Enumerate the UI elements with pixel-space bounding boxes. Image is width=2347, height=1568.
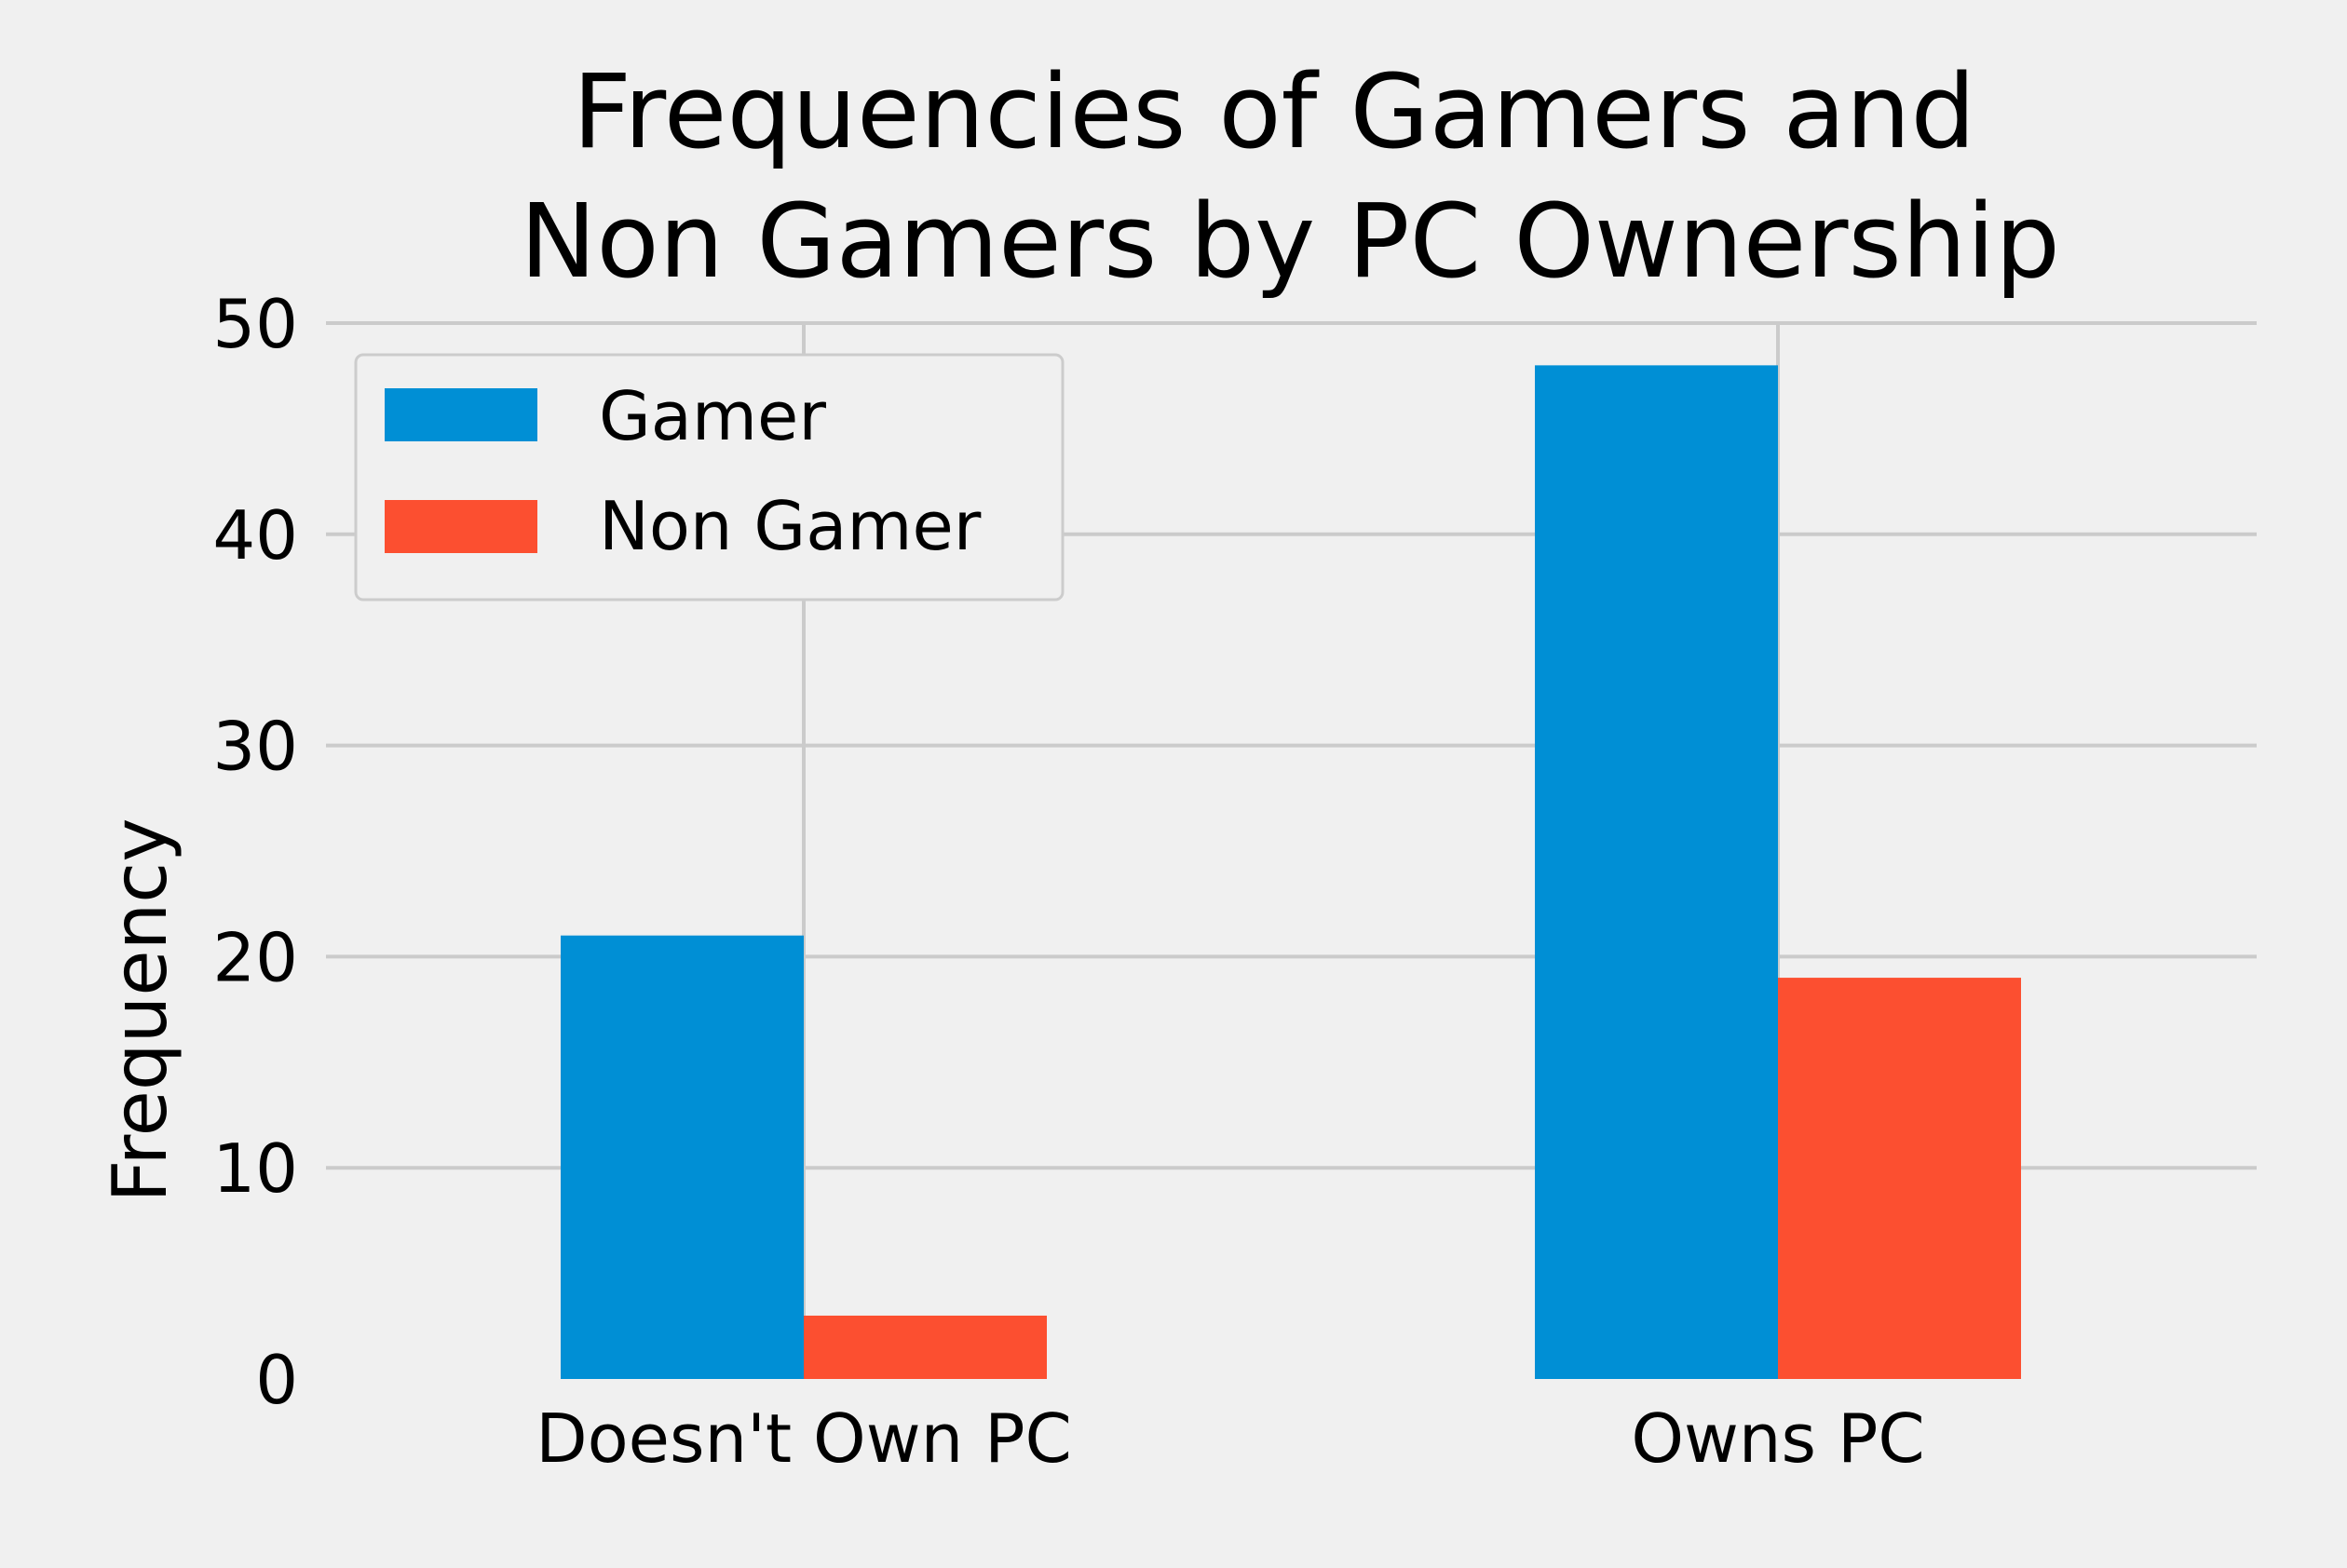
legend: Gamer Non Gamer (354, 353, 1065, 602)
y-axis-label: Frequency (97, 818, 183, 1202)
chart-title-line-2: Non Gamers by PC Ownership (520, 182, 2060, 301)
legend-label-gamer: Gamer (599, 377, 826, 455)
bars (561, 365, 2021, 1379)
tick-labels: 0 10 20 30 40 50 Doesn't Own PC Owns PC (212, 285, 1924, 1478)
chart-title-line-1: Frequencies of Gamers and (573, 52, 1976, 171)
x-tick-label: Doesn't Own PC (536, 1399, 1072, 1478)
bar-gamer-0 (561, 935, 804, 1379)
bar-non-gamer-0 (804, 1315, 1047, 1379)
bar-non-gamer-1 (1778, 978, 2021, 1379)
legend-swatch-non-gamer (385, 500, 537, 553)
legend-swatch-gamer (385, 388, 537, 441)
y-tick-label: 10 (212, 1129, 298, 1208)
y-tick-label: 0 (255, 1341, 298, 1419)
y-tick-label: 40 (212, 496, 298, 574)
y-tick-label: 50 (212, 285, 298, 363)
y-tick-label: 20 (212, 918, 298, 996)
legend-label-non-gamer: Non Gamer (599, 487, 982, 565)
bar-gamer-1 (1535, 365, 1778, 1379)
x-tick-label: Owns PC (1631, 1399, 1924, 1478)
y-tick-label: 30 (212, 708, 298, 786)
